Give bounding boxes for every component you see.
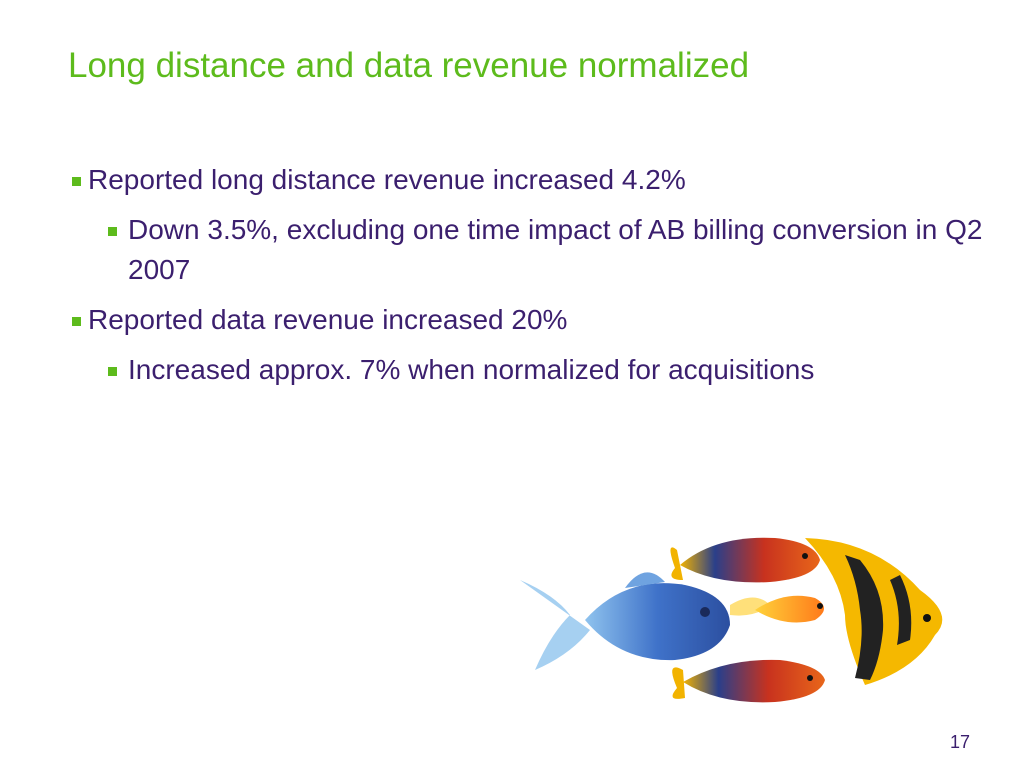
red-fish-bottom-icon xyxy=(672,659,825,703)
orange-fish-icon xyxy=(730,595,824,623)
bullet-square-icon xyxy=(108,367,117,376)
bullet-item: Reported long distance revenue increased… xyxy=(70,160,990,200)
sub-bullet-item: Increased approx. 7% when normalized for… xyxy=(70,350,990,390)
bullet-text: Increased approx. 7% when normalized for… xyxy=(128,354,815,385)
red-fish-top-icon xyxy=(670,537,820,583)
bullet-item: Reported data revenue increased 20% xyxy=(70,300,990,340)
bullet-square-icon xyxy=(72,317,81,326)
page-number: 17 xyxy=(950,732,971,752)
sub-bullet-item: Down 3.5%, excluding one time impact of … xyxy=(70,210,990,290)
bullet-text: Down 3.5%, excluding one time impact of … xyxy=(128,214,983,285)
bullet-text: Reported data revenue increased 20% xyxy=(88,304,568,335)
bullet-list: Reported long distance revenue increased… xyxy=(70,160,990,400)
bullet-square-icon xyxy=(108,227,117,236)
slide-title: Long distance and data revenue normalize… xyxy=(68,46,750,85)
angel-fish-icon xyxy=(805,538,943,685)
blue-fish-icon xyxy=(520,572,730,670)
bullet-text: Reported long distance revenue increased… xyxy=(88,164,686,195)
bullet-square-icon xyxy=(72,177,81,186)
tropical-fish-illustration-icon xyxy=(520,537,943,703)
